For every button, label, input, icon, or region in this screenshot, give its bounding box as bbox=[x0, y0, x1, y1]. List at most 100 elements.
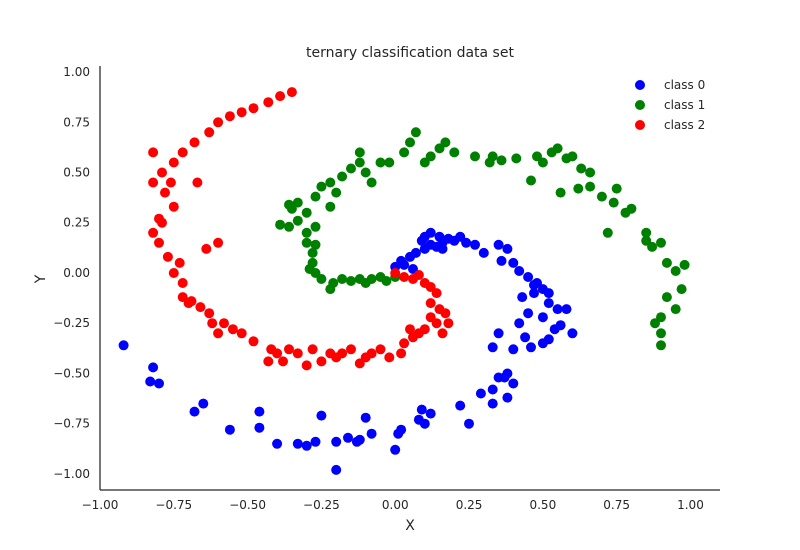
x-tick-label: −0.50 bbox=[229, 498, 266, 512]
data-point bbox=[393, 428, 404, 439]
data-point bbox=[263, 97, 274, 108]
y-axis-label: Y bbox=[33, 274, 49, 284]
data-point bbox=[310, 191, 321, 202]
data-point bbox=[198, 398, 209, 409]
x-tick-label: −1.00 bbox=[82, 498, 119, 512]
data-point bbox=[399, 259, 410, 270]
legend-marker bbox=[635, 80, 645, 90]
data-point bbox=[434, 231, 445, 242]
data-point bbox=[316, 410, 327, 421]
data-point bbox=[496, 255, 507, 266]
data-point bbox=[520, 332, 531, 343]
data-point bbox=[425, 298, 436, 309]
data-point bbox=[440, 137, 451, 148]
series-class-0 bbox=[118, 227, 578, 475]
data-point bbox=[375, 272, 386, 282]
data-point bbox=[508, 344, 519, 355]
data-point bbox=[529, 288, 539, 299]
x-axis-ticks: −1.00 −0.75 −0.50 −0.25 0.00 0.25 0.50 0.75 1.00 bbox=[82, 498, 704, 512]
data-point bbox=[537, 157, 548, 168]
data-point bbox=[508, 378, 519, 389]
data-point bbox=[431, 318, 442, 329]
data-point bbox=[416, 404, 427, 415]
data-point bbox=[440, 308, 451, 319]
data-point bbox=[177, 292, 188, 303]
data-point bbox=[405, 324, 415, 335]
data-point bbox=[410, 247, 421, 258]
data-point bbox=[307, 257, 318, 268]
series-class-1 bbox=[275, 127, 690, 351]
data-point bbox=[227, 324, 238, 335]
data-point bbox=[390, 268, 401, 278]
data-point bbox=[162, 251, 173, 262]
data-point bbox=[189, 137, 200, 148]
data-point bbox=[266, 344, 277, 355]
data-point bbox=[390, 444, 401, 455]
data-point bbox=[396, 348, 407, 359]
data-point bbox=[555, 187, 566, 198]
data-point bbox=[310, 221, 321, 232]
data-point bbox=[331, 187, 342, 198]
data-point bbox=[656, 340, 666, 351]
data-point bbox=[284, 199, 294, 210]
data-point bbox=[487, 398, 498, 409]
data-point bbox=[263, 356, 274, 367]
data-point bbox=[275, 91, 286, 102]
legend-item: class 0 bbox=[635, 78, 705, 92]
data-point bbox=[248, 336, 259, 347]
data-point bbox=[224, 111, 235, 122]
legend-marker bbox=[635, 120, 645, 130]
data-point bbox=[278, 356, 288, 367]
data-point bbox=[496, 155, 507, 166]
data-point bbox=[656, 237, 666, 248]
data-point bbox=[360, 412, 371, 423]
data-point bbox=[493, 239, 504, 250]
data-point bbox=[399, 147, 410, 158]
data-point bbox=[192, 177, 203, 188]
data-point bbox=[354, 274, 365, 284]
data-point bbox=[523, 272, 534, 282]
data-point bbox=[502, 243, 513, 254]
data-point bbox=[219, 318, 229, 329]
data-point bbox=[499, 372, 510, 383]
data-point bbox=[537, 338, 548, 349]
data-point bbox=[331, 436, 342, 447]
data-point bbox=[316, 181, 327, 192]
data-point bbox=[213, 117, 224, 128]
data-point bbox=[325, 201, 336, 212]
data-point bbox=[487, 342, 498, 353]
data-point bbox=[543, 288, 554, 299]
legend-label: class 1 bbox=[664, 98, 705, 112]
x-tick-label: −0.75 bbox=[155, 498, 192, 512]
data-point bbox=[337, 274, 348, 284]
data-point bbox=[254, 422, 265, 433]
data-point bbox=[470, 239, 480, 250]
data-point bbox=[425, 408, 436, 419]
data-points bbox=[118, 87, 690, 475]
data-point bbox=[337, 171, 348, 182]
data-point bbox=[168, 201, 179, 212]
data-point bbox=[670, 266, 681, 276]
data-point bbox=[201, 243, 212, 254]
y-tick-label: −1.00 bbox=[53, 467, 90, 481]
data-point bbox=[676, 284, 687, 295]
data-point bbox=[204, 127, 215, 138]
data-point bbox=[177, 147, 188, 158]
y-tick-label: 0.00 bbox=[63, 266, 90, 280]
data-point bbox=[316, 356, 327, 367]
data-point bbox=[360, 352, 371, 363]
data-point bbox=[561, 304, 572, 315]
data-point bbox=[419, 231, 430, 242]
data-point bbox=[213, 237, 224, 248]
data-point bbox=[354, 147, 365, 158]
x-tick-label: 1.00 bbox=[677, 498, 704, 512]
data-point bbox=[508, 257, 519, 268]
data-point bbox=[437, 243, 448, 254]
data-point bbox=[254, 406, 265, 417]
data-point bbox=[493, 328, 504, 339]
data-point bbox=[511, 153, 522, 164]
x-tick-label: 0.75 bbox=[603, 498, 630, 512]
data-point bbox=[410, 127, 421, 138]
data-point bbox=[543, 298, 554, 309]
data-point bbox=[608, 197, 619, 208]
